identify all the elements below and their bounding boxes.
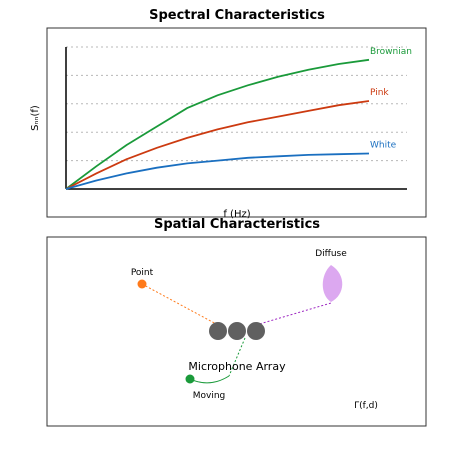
spatial-panel-frame	[46, 236, 427, 427]
series-line-brownian	[65, 58, 370, 190]
point-source-dot	[137, 279, 147, 289]
microphone-array	[209, 322, 265, 340]
gridlines	[66, 46, 407, 162]
series-line-pink	[65, 100, 370, 190]
moving-source-label: Moving	[193, 391, 226, 401]
y-axis-label: Sₙₙ(f)	[30, 105, 41, 131]
series-label-pink: Pink	[370, 88, 389, 98]
series-label-brownian: Brownian	[370, 47, 412, 57]
coherence-label: Γ(f,d)	[354, 401, 378, 411]
point-source-label: Point	[131, 268, 154, 278]
microphone-1	[209, 322, 227, 340]
spatial-title: Spatial Characteristics	[154, 217, 320, 232]
moving-source-trajectory	[189, 375, 230, 384]
spectral-title: Spectral Characteristics	[149, 8, 325, 23]
series-line-white	[65, 152, 370, 190]
point-source-link	[141, 283, 219, 326]
series-group: Brownian Pink White	[65, 47, 412, 190]
series-label-white: White	[370, 141, 397, 151]
x-axis-label: f (Hz)	[223, 209, 250, 220]
diffuse-source-label: Diffuse	[315, 249, 347, 259]
diffuse-source-shape	[322, 265, 343, 302]
moving-source-link	[228, 337, 246, 377]
microphone-3	[247, 322, 265, 340]
spectral-panel-frame	[46, 27, 427, 218]
microphone-array-label: Microphone Array	[188, 360, 286, 373]
microphone-2	[228, 322, 246, 340]
diffuse-source-link	[255, 302, 332, 326]
moving-source-dot	[185, 374, 195, 384]
